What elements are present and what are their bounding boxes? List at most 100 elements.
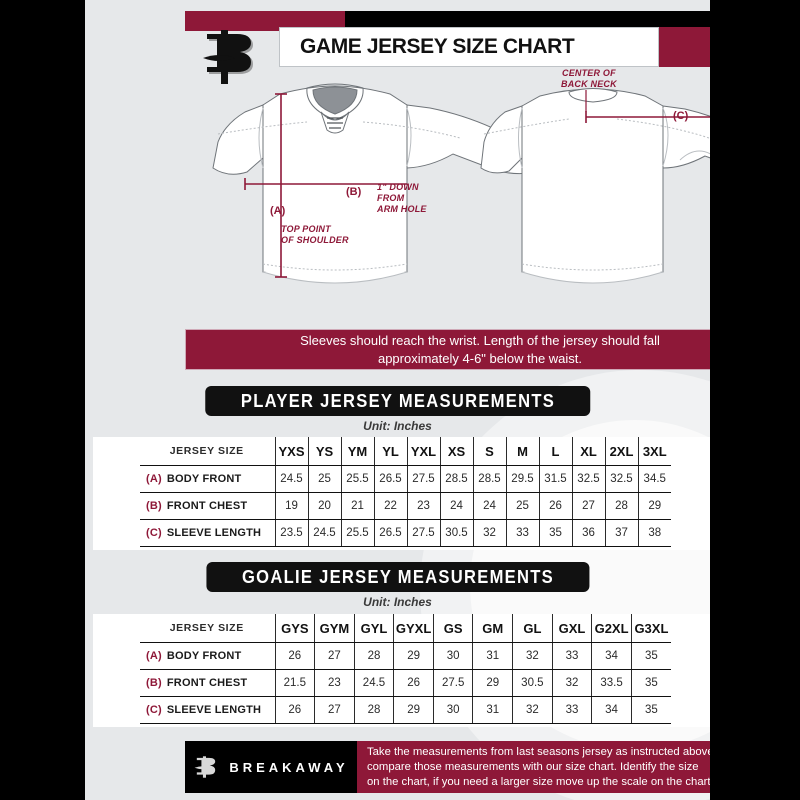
measurement-cell: 34 [591,642,632,670]
jersey-front-view [212,85,538,279]
measurement-cell: 30 [432,696,474,724]
footer-line-3: on the chart, if you need a larger size … [367,775,710,788]
footer-line-1: Take the measurements from last seasons … [367,745,710,758]
player-table-wrap: JERSEY SIZE YXS YS YM YL YXL XS S M L XL 2XL 3XL (A) B… [93,437,710,550]
measurement-cell: 25.5 [340,519,375,547]
player-size-header: S [472,437,507,466]
goalie-header-row: JERSEY SIZE GYS GYM GYL GYXL GS GM GL GXL G2XL G3X… [140,614,671,643]
measurement-cell: 19 [274,492,309,520]
goalie-size-header: G3XL [630,614,671,643]
player-section-title: PLAYER JERSEY MEASUREMENTS [240,390,555,411]
player-size-header: XS [439,437,474,466]
sleeve-note-banner: Sleeves should reach the wrist. Length o… [185,329,710,370]
footer-line-2: compare those measurements with our size… [367,760,699,773]
measurement-cell: 24 [472,492,507,520]
goalie-size-header: GL [512,614,553,643]
player-row-label: (B) FRONT CHEST [140,492,276,520]
player-unit-label: Unit: Inches [363,419,432,433]
front-tag-a: (A) [270,205,286,217]
goalie-unit-label: Unit: Inches [363,595,432,609]
measurement-cell: 36 [571,519,606,547]
measurement-cell: 25 [505,492,540,520]
measurement-cell: 32 [472,519,507,547]
measurement-cell: 27.5 [406,519,441,547]
player-size-header: YXL [406,437,441,466]
player-row-label: (A) BODY FRONT [140,465,276,493]
measurement-cell: 23.5 [274,519,309,547]
measurement-cell: 37 [604,519,639,547]
note-line-2: approximately 4-6" below the waist. [377,350,583,366]
measurement-cell: 21.5 [274,669,316,697]
measurement-cell: 30 [432,642,474,670]
measurement-cell: 24 [439,492,474,520]
measurement-cell: 25 [307,465,342,493]
footer-logo: BREAKAWAY [185,741,357,793]
back-tag-c: (C) [673,110,689,122]
jersey-back-view [480,88,710,279]
player-size-header: YXS [274,437,309,466]
goalie-size-header: GS [432,614,474,643]
measurement-cell: 26 [393,669,434,697]
player-size-header: XL [571,437,606,466]
front-tag-b: (B) [346,186,362,198]
measurement-cell: 24.5 [353,669,395,697]
measurement-cell: 27.5 [406,465,441,493]
goalie-section-title: GOALIE JERSEY MEASUREMENTS [241,566,554,587]
measurement-cell: 24.5 [307,519,342,547]
table-row: (C) SLEEVE LENGTH 26 27 28 29 30 31 32 33 34 35 [140,696,671,724]
measurement-cell: 26 [274,642,316,670]
goalie-table-body: JERSEY SIZE GYS GYM GYL GYXL GS GM GL GXL G2XL G3X… [140,614,671,724]
measurement-cell: 29 [393,642,434,670]
measurement-cell: 25.5 [340,465,375,493]
measurement-cell: 32.5 [571,465,606,493]
measurement-cell: 38 [637,519,671,547]
player-size-header: YM [340,437,375,466]
table-row: (A) BODY FRONT 24.5 25 25.5 26.5 27.5 28.5 28.5 2… [140,465,671,493]
measurement-cell: 35 [630,642,671,670]
player-row-label: (C) SLEEVE LENGTH [140,519,276,547]
table-row: (B) FRONT CHEST 21.5 23 24.5 26 27.5 29 30.5 32 33… [140,669,671,697]
measurement-cell: 27 [571,492,606,520]
goalie-row-label: (C) SLEEVE LENGTH [140,696,276,724]
goalie-row-label: (A) BODY FRONT [140,642,276,670]
measurement-cell: 32 [512,696,553,724]
measurement-cell: 33 [505,519,540,547]
goalie-size-header: GM [472,614,514,643]
measurement-cell: 30.5 [512,669,553,697]
measurement-cell: 27.5 [432,669,474,697]
measurement-tag: (A) [146,473,162,485]
measurement-cell: 33.5 [591,669,632,697]
measurement-cell: 35 [630,696,671,724]
page-title-box: GAME JERSEY SIZE CHART [279,27,659,67]
measurement-cell: 27 [314,642,355,670]
player-table-body: JERSEY SIZE YXS YS YM YL YXL XS S M L XL 2XL 3XL (A) B… [140,437,671,547]
measurement-cell: 28 [604,492,639,520]
header-maroon-bar [185,11,345,31]
player-size-header: YS [307,437,342,466]
measurement-cell: 20 [307,492,342,520]
measurement-cell: 32 [551,669,593,697]
measurement-cell: 26 [274,696,316,724]
goalie-size-header: GYM [314,614,355,643]
measurement-cell: 27 [314,696,355,724]
measurement-cell: 22 [373,492,408,520]
player-size-header: 3XL [637,437,671,466]
goalie-table-wrap: JERSEY SIZE GYS GYM GYL GYXL GS GM GL GXL G2XL G3X… [93,614,710,727]
back-label-neck: CENTER OF BACK NECK [561,68,617,89]
jersey-illustration-svg [212,83,710,284]
measurement-tag: (B) [146,500,162,512]
measurement-cell: 29 [393,696,434,724]
goalie-section-title-pill: GOALIE JERSEY MEASUREMENTS [205,562,590,592]
size-chart-page: GAME JERSEY SIZE CHART [85,0,710,800]
measurement-cell: 29 [637,492,671,520]
table-row: (C) SLEEVE LENGTH 23.5 24.5 25.5 26.5 27.5 30.5… [140,519,671,547]
note-line-1: Sleeves should reach the wrist. Length o… [300,332,660,348]
player-size-header: L [538,437,573,466]
player-size-header: M [505,437,540,466]
front-label-b: 1" DOWN FROM ARM HOLE [377,182,427,214]
measurement-cell: 35 [538,519,573,547]
measurement-cell: 31.5 [538,465,573,493]
measurement-cell: 26 [538,492,573,520]
player-measurements-table: JERSEY SIZE YXS YS YM YL YXL XS S M L XL 2XL 3XL (A) B… [140,437,671,547]
measurement-cell: 33 [551,696,593,724]
